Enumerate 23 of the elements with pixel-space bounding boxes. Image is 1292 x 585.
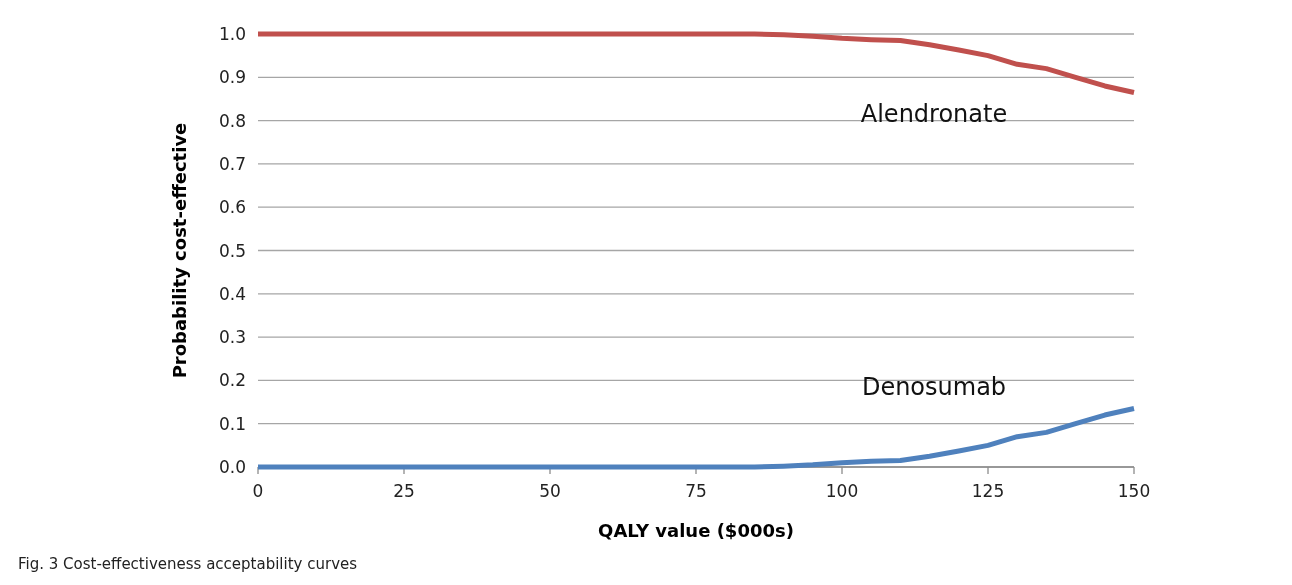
caption: Fig. 3 Cost-effectiveness acceptability curves	[18, 555, 358, 573]
y-tick-label: 0.3	[218, 327, 246, 348]
y-tick-label: 0.2	[218, 370, 246, 391]
y-tick-label: 0.7	[218, 153, 246, 174]
x-tick-label: 150	[1117, 481, 1151, 501]
y-axis-title: Probability cost-effective	[169, 122, 190, 379]
x-tick-label: 25	[393, 481, 415, 501]
y-tick-label: 0.5	[218, 240, 246, 261]
y-tick-label: 0.1	[218, 413, 246, 434]
x-tick-label: 0	[252, 481, 264, 501]
y-tick-label: 0.6	[218, 197, 246, 218]
series-label: Alendronate	[860, 100, 1008, 129]
x-tick-label: 100	[825, 481, 859, 501]
x-tick-label: 50	[539, 481, 561, 501]
x-axis-title: QALY value ($000s)	[598, 520, 794, 541]
series-label: Denosumab	[861, 372, 1007, 401]
y-tick-label: 0.4	[218, 283, 246, 304]
y-tick-label: 0.0	[218, 457, 246, 477]
y-tick-label: 1.0	[218, 24, 246, 44]
x-tick-label: 125	[971, 481, 1005, 501]
y-tick-label: 0.9	[218, 67, 246, 88]
y-tick-label: 0.8	[218, 110, 246, 131]
x-tick-label: 75	[685, 481, 707, 501]
